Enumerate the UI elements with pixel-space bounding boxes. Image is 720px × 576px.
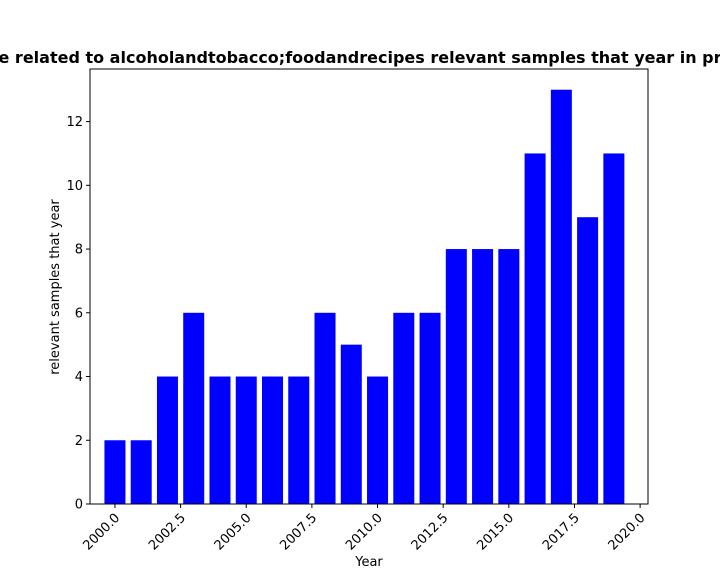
bar-2013 xyxy=(445,249,467,504)
x-tick-label: 2007.5 xyxy=(277,511,320,554)
x-tick-label: 2002.5 xyxy=(146,511,189,554)
bar-2011 xyxy=(393,312,415,504)
bar-2009 xyxy=(340,344,362,504)
bar-2002 xyxy=(156,376,178,504)
x-tick-label: 2012.5 xyxy=(409,511,452,554)
y-axis: 0 2 4 6 8 10 12 xyxy=(66,115,90,513)
x-tick-label: 2005.0 xyxy=(212,511,255,554)
bar-2019 xyxy=(603,153,625,504)
y-tick-label: 2 xyxy=(75,434,83,449)
y-tick-label: 6 xyxy=(75,306,83,321)
bar-2015 xyxy=(498,249,520,504)
bars-group xyxy=(104,89,625,504)
bar-2007 xyxy=(288,376,310,504)
bar-2000 xyxy=(104,440,126,504)
x-tick-label: 2000.0 xyxy=(80,511,123,554)
x-axis: 2000.0 2002.5 2005.0 2007.5 2010.0 2012.5 2015… xyxy=(80,504,648,553)
y-tick-label: 4 xyxy=(75,370,83,385)
x-axis-label: Year xyxy=(354,555,383,570)
y-tick-label: 8 xyxy=(75,243,83,258)
bar-2003 xyxy=(183,312,205,504)
chart-title: e related to alcoholandtobacco;foodandre… xyxy=(0,48,720,67)
bar-2008 xyxy=(314,312,336,504)
y-tick-label: 12 xyxy=(66,115,83,130)
y-tick-label: 10 xyxy=(66,179,83,194)
y-tick-label: 0 xyxy=(75,498,83,513)
bar-2017 xyxy=(550,89,572,504)
x-tick-label: 2010.0 xyxy=(343,511,386,554)
x-tick-label: 2020.0 xyxy=(606,511,649,554)
x-tick-label: 2015.0 xyxy=(474,511,517,554)
bar-2005 xyxy=(235,376,257,504)
bar-2012 xyxy=(419,312,441,504)
bar-2010 xyxy=(367,376,389,504)
bar-2006 xyxy=(261,376,284,504)
bar-2014 xyxy=(472,249,494,504)
bar-2001 xyxy=(130,440,152,504)
y-axis-label: relevant samples that year xyxy=(48,199,63,375)
bar-2018 xyxy=(577,217,599,504)
plot-frame xyxy=(89,68,649,505)
bar-2016 xyxy=(524,153,546,504)
x-tick-label: 2017.5 xyxy=(540,511,583,554)
bar-2004 xyxy=(209,376,231,504)
